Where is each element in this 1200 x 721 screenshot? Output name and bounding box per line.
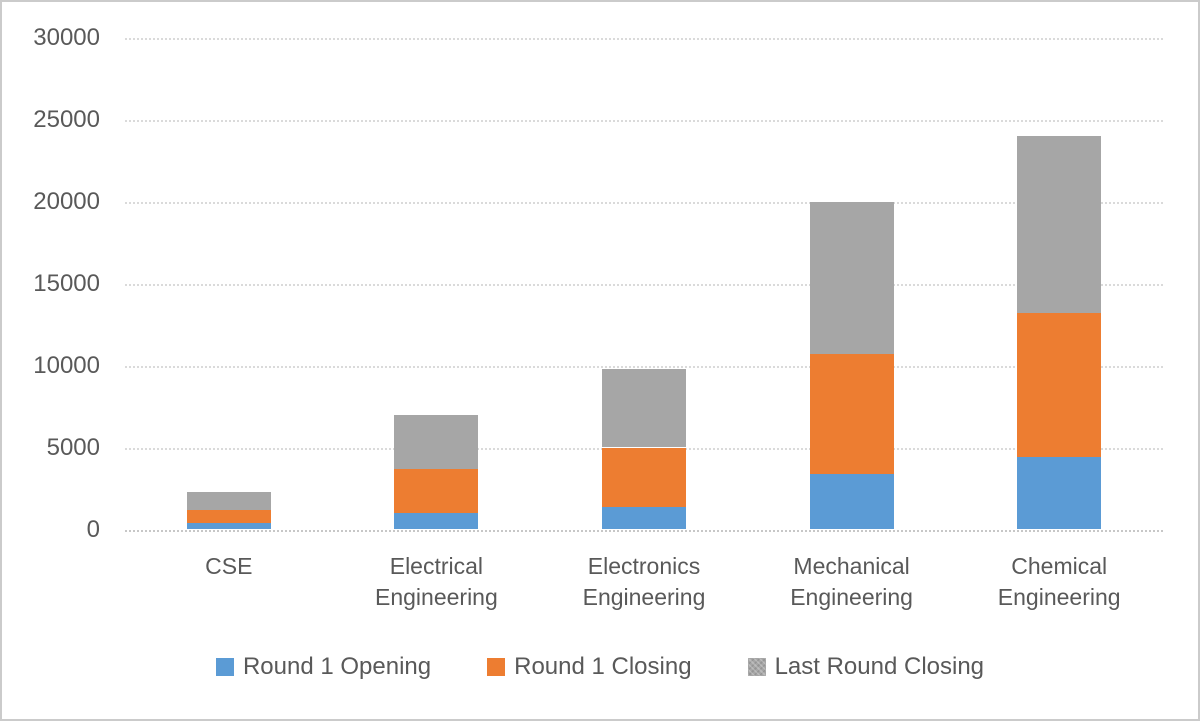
legend-swatch-icon bbox=[747, 658, 766, 676]
y-axis-tick-label: 0 bbox=[86, 515, 100, 543]
bar-segment bbox=[809, 354, 894, 474]
bar-segment bbox=[186, 522, 271, 530]
gridline bbox=[125, 37, 1163, 40]
bar-segment bbox=[1017, 135, 1102, 313]
bar-segment bbox=[394, 513, 479, 530]
bar-segment bbox=[1017, 313, 1102, 458]
bar-segment bbox=[186, 491, 271, 510]
legend: Round 1 Opening Round 1 Closing Last Round… bbox=[0, 653, 1200, 681]
y-axis-tick-label: 25000 bbox=[33, 105, 100, 133]
category-label: Mechanical Engineering bbox=[790, 553, 913, 610]
y-axis-tick-label: 5000 bbox=[46, 433, 100, 461]
category-label: Chemical Engineering bbox=[997, 553, 1121, 610]
bar-segment bbox=[1017, 457, 1102, 530]
bar-segment bbox=[602, 368, 686, 448]
x-axis-baseline bbox=[125, 529, 1163, 532]
bar-segment bbox=[602, 447, 686, 507]
y-axis-tick-label: 30000 bbox=[33, 23, 100, 51]
y-axis-tick-label: 20000 bbox=[33, 187, 100, 215]
category-label: Electrical Engineering bbox=[375, 553, 498, 610]
legend-item: Last Round Closing bbox=[747, 653, 985, 681]
legend-label: Last Round Closing bbox=[774, 653, 985, 680]
bar-segment bbox=[602, 506, 686, 530]
gridline bbox=[125, 283, 1163, 286]
legend-label: Round 1 Opening bbox=[242, 653, 432, 680]
category-label: Electronics Engineering bbox=[582, 553, 706, 610]
bar-segment bbox=[809, 473, 894, 530]
category-label: CSE bbox=[205, 553, 253, 579]
legend-swatch-icon bbox=[487, 658, 506, 676]
legend-item: Round 1 Opening bbox=[215, 653, 432, 681]
bar-segment bbox=[809, 201, 894, 355]
bar-segment bbox=[186, 509, 271, 523]
legend-item: Round 1 Closing bbox=[487, 653, 692, 681]
y-axis-tick-label: 15000 bbox=[33, 269, 100, 297]
y-axis-tick-label: 10000 bbox=[33, 351, 100, 379]
gridline bbox=[125, 119, 1163, 122]
gridline bbox=[125, 201, 1163, 204]
legend-swatch-icon bbox=[215, 658, 234, 676]
bar-segment bbox=[394, 414, 479, 469]
legend-label: Round 1 Closing bbox=[514, 653, 692, 680]
gridline bbox=[125, 365, 1163, 368]
bar-segment bbox=[394, 468, 479, 514]
